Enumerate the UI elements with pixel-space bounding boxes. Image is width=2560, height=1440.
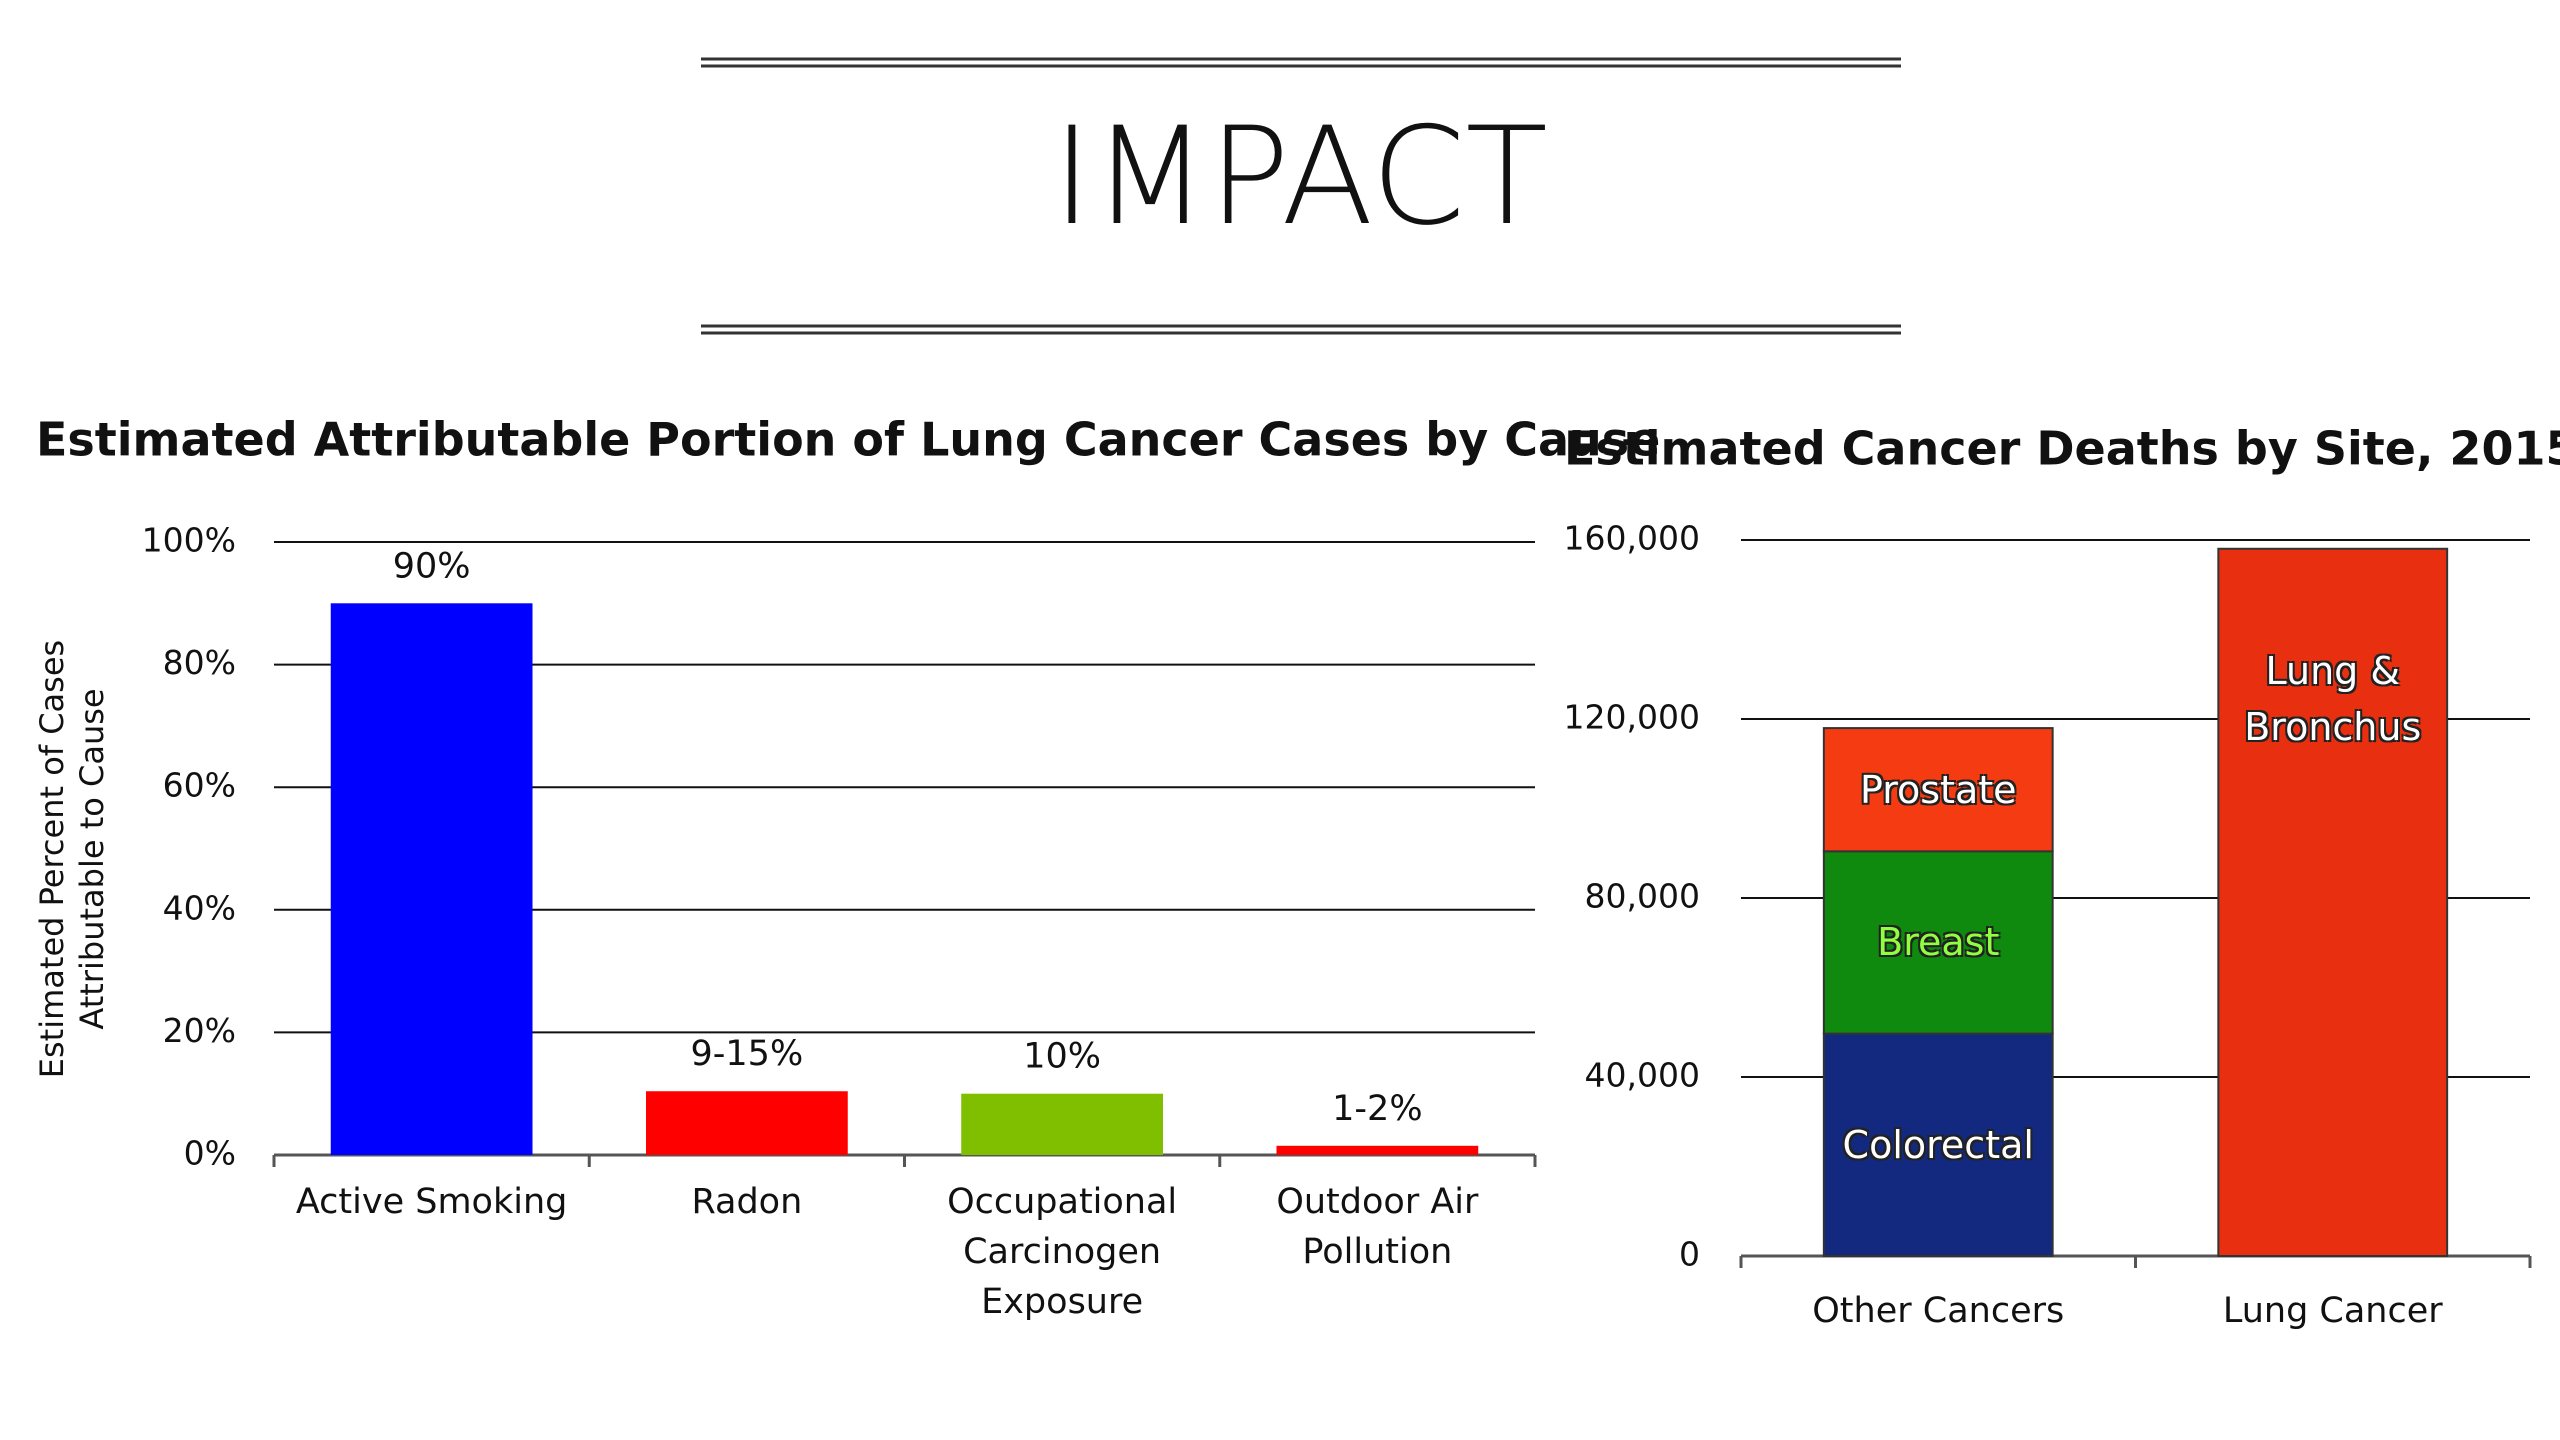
y-tick-label: 60% — [163, 766, 236, 805]
segment-label: Breast — [1877, 920, 2000, 965]
page-title: IMPACT — [1052, 98, 1548, 255]
bar — [961, 1093, 1164, 1155]
value-label: 90% — [393, 546, 471, 586]
bar-segment — [1822, 1032, 2054, 1258]
y-tick-label: 0 — [1679, 1235, 1700, 1274]
x-tick-label: Outdoor Air Pollution — [1276, 1182, 1479, 1272]
value-label: 1-2% — [1332, 1089, 1422, 1129]
y-tick-label: 100% — [142, 521, 236, 560]
bar-segment — [1822, 850, 2054, 1035]
y-tick-label: 0% — [184, 1134, 236, 1173]
bar-segment — [2217, 547, 2449, 1257]
x-tick-label: Occupational Carcinogen Exposure — [947, 1182, 1178, 1322]
segment-label: Prostate — [1859, 767, 2017, 812]
x-tick-label: Lung Cancer — [2222, 1291, 2443, 1331]
y-tick-label: 120,000 — [1564, 698, 1700, 737]
bar — [1276, 1145, 1479, 1155]
chart-title: Estimated Attributable Portion of Lung C… — [36, 413, 1660, 467]
y-tick-label: 80% — [163, 643, 236, 682]
x-tick-label: Other Cancers — [1812, 1291, 2065, 1331]
y-axis-title-line: Attributable to Cause — [73, 688, 111, 1029]
x-tick-label: Active Smoking — [295, 1182, 568, 1222]
y-tick-label: 40,000 — [1585, 1056, 1700, 1095]
y-axis-title-line: Estimated Percent of Cases — [33, 640, 71, 1078]
segment-label: Lung & Bronchus — [2244, 648, 2422, 749]
y-tick-label: 80,000 — [1585, 877, 1700, 916]
bar — [645, 1091, 848, 1155]
x-tick-label: Radon — [691, 1182, 803, 1222]
segment-label: Colorectal — [1842, 1122, 2034, 1167]
y-tick-label: 40% — [163, 888, 236, 927]
y-axis-title: Estimated Percent of CasesAttributable t… — [33, 640, 111, 1078]
bar-segment — [1822, 727, 2054, 853]
y-tick-label: 20% — [163, 1011, 236, 1050]
bar — [330, 603, 533, 1155]
value-label: 10% — [1023, 1037, 1101, 1077]
value-label: 9-15% — [691, 1034, 804, 1074]
y-tick-label: 160,000 — [1564, 519, 1700, 558]
chart-title: Estimated Cancer Deaths by Site, 2015 — [1564, 422, 2560, 476]
